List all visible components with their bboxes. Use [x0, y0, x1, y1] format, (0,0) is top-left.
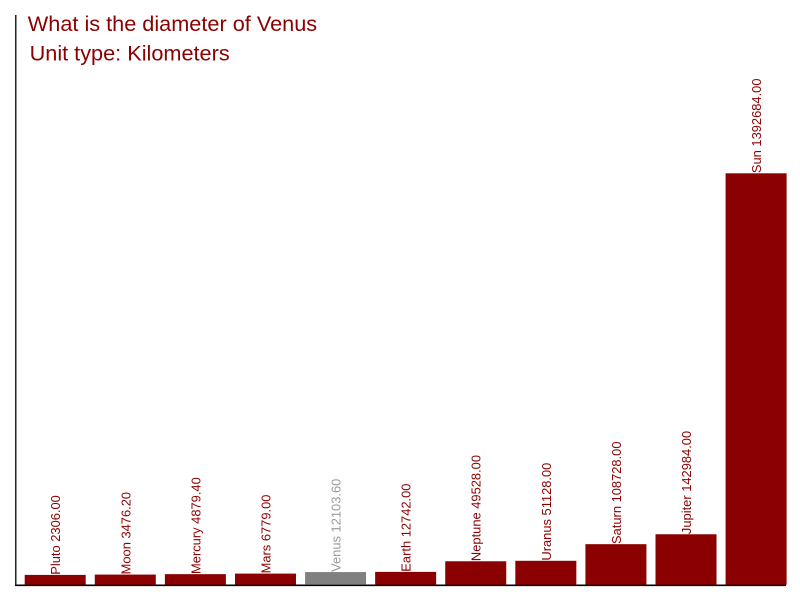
svg-text:Venus 12103.60: Venus 12103.60	[329, 479, 344, 572]
svg-text:Mercury 4879.40: Mercury 4879.40	[188, 477, 203, 574]
svg-text:Pluto 2306.00: Pluto 2306.00	[48, 495, 63, 575]
svg-text:Saturn 108728.00: Saturn 108728.00	[609, 441, 624, 544]
svg-text:What is the diameter of Venus: What is the diameter of Venus	[28, 11, 317, 36]
svg-text:Neptune 49528.00: Neptune 49528.00	[469, 455, 484, 561]
svg-text:Jupiter 142984.00: Jupiter 142984.00	[679, 431, 694, 534]
svg-text:Moon 3476.20: Moon 3476.20	[118, 492, 133, 574]
svg-text:Earth 12742.00: Earth 12742.00	[399, 484, 414, 572]
svg-text:Mars 6779.00: Mars 6779.00	[258, 495, 273, 574]
svg-text:Uranus 51128.00: Uranus 51128.00	[539, 463, 554, 561]
svg-text:Sun 1392684.00: Sun 1392684.00	[749, 78, 764, 173]
svg-text:Unit type: Kilometers: Unit type: Kilometers	[30, 40, 230, 65]
